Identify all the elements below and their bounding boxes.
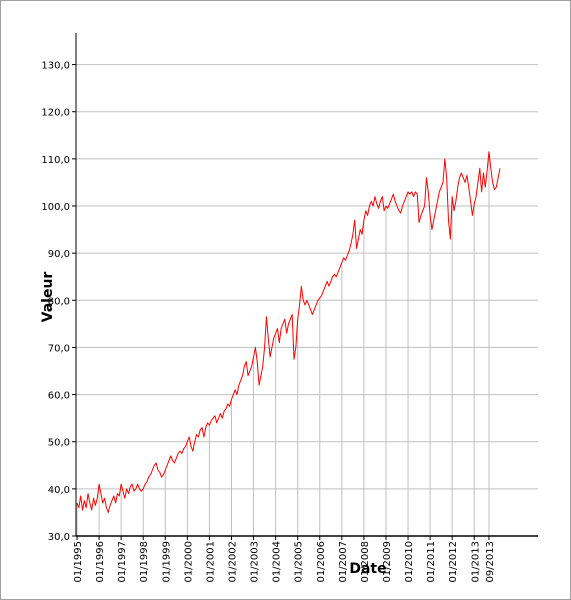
x-tick-label: 01/2013 (470, 541, 481, 583)
x-tick-label: 01/1996 (95, 541, 106, 583)
x-tick-label: 01/1999 (161, 541, 172, 583)
axes (75, 33, 538, 537)
series-line (76, 151, 501, 513)
x-tick-label: 01/2007 (338, 541, 349, 583)
x-tick-label: 01/2000 (183, 541, 194, 583)
y-axis-title: Valeur (40, 272, 56, 323)
y-tick-labels: 30,0 40,0 50,0 60,0 70,0 80,0 90,0 100,0 110,0 12… (41, 61, 70, 543)
x-tick-label: 01/1998 (139, 541, 150, 583)
x-tick-label: 01/2005 (294, 541, 305, 583)
y-tick-label: 90,0 (48, 249, 70, 260)
x-tick-label: 01/2008 (360, 541, 371, 583)
x-tick-label: 01/1997 (117, 541, 128, 583)
y-tick-label: 100,0 (41, 202, 70, 213)
x-tick-label: 01/2010 (404, 541, 415, 583)
y-tick-label: 120,0 (41, 108, 70, 119)
x-tick-label: 01/2006 (316, 541, 327, 583)
x-tick-label: 01/2001 (205, 541, 216, 583)
x-tick-labels: 01/1995 01/1996 01/1997 01/1998 01/1999 01/20… (73, 541, 496, 583)
x-tick-label: 09/2013 (485, 541, 496, 583)
x-tick-label: 01/2011 (426, 541, 437, 583)
series-layer (76, 151, 501, 513)
x-tick-label: 01/1995 (73, 541, 84, 583)
y-tick-label: 50,0 (48, 438, 70, 449)
x-axis-title: Date (349, 561, 386, 577)
y-tick-label: 60,0 (48, 391, 70, 402)
y-tick-label: 40,0 (48, 485, 70, 496)
x-tick-label: 01/2004 (272, 541, 283, 583)
y-tick-label: 30,0 (48, 532, 70, 543)
x-tick-label: 01/2012 (448, 541, 459, 583)
grid-lines (72, 64, 538, 540)
x-tick-label: 01/2009 (382, 541, 393, 583)
x-tick-label: 01/2003 (250, 541, 261, 583)
y-tick-label: 110,0 (41, 155, 70, 166)
y-tick-label: 80,0 (48, 296, 70, 307)
y-tick-label: 130,0 (41, 61, 70, 72)
y-tick-label: 70,0 (48, 343, 70, 354)
x-tick-label: 01/2002 (227, 541, 238, 583)
